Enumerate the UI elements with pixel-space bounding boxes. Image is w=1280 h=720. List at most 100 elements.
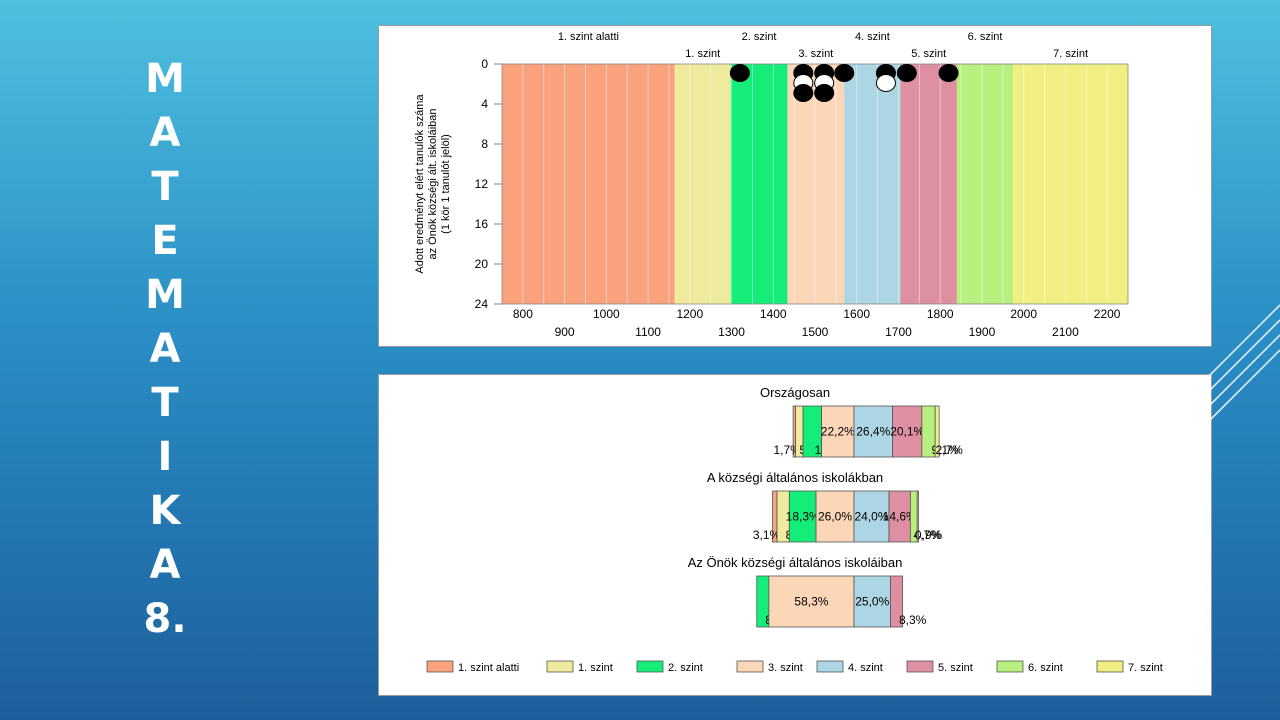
bar-segment: [788, 490, 817, 543]
student-point: [814, 84, 835, 102]
title-letter: 8.: [143, 596, 187, 642]
title-letter: T: [151, 380, 179, 426]
data-label: 20,1%: [890, 425, 924, 439]
legend-swatch: [996, 660, 1024, 673]
decorative-stripes: [1200, 304, 1280, 421]
x-tick-label: 1200: [676, 307, 703, 321]
x-tick-label: 2100: [1052, 325, 1079, 339]
y-tick-label: 16: [475, 217, 489, 231]
legend-label: 7. szint: [1128, 662, 1163, 674]
data-label: 14,6%: [883, 510, 917, 524]
data-label: 3,1%: [753, 528, 781, 542]
title-letter: I: [157, 434, 173, 480]
y-tick-label: 4: [481, 97, 488, 111]
legend-swatch: [906, 660, 934, 673]
x-tick-label: 2000: [1010, 307, 1037, 321]
student-point: [729, 64, 750, 82]
x-tick-label: 1300: [718, 325, 745, 339]
legend-swatch: [736, 660, 764, 673]
band-label: 2. szint: [742, 31, 777, 43]
level-band: [674, 64, 731, 304]
legend-label: 6. szint: [1028, 662, 1063, 674]
legend-label: 1. szint alatti: [458, 662, 519, 674]
slide-title: M A T E M A T I K A 8.: [120, 52, 210, 646]
level-band: [1013, 64, 1128, 304]
band-label: 7. szint: [1053, 48, 1088, 60]
data-label: 2,7%: [935, 443, 963, 457]
data-label: 1,7%: [773, 443, 801, 457]
x-tick-label: 2200: [1094, 307, 1121, 321]
bar-segment: [916, 490, 919, 543]
legend-swatch: [546, 660, 574, 673]
data-label: 8,3%: [899, 613, 927, 627]
series-title: Az Önök községi általános iskoláiban: [688, 555, 903, 570]
band-label: 6. szint: [968, 31, 1003, 43]
level-band: [730, 64, 788, 304]
x-tick-label: 1800: [927, 307, 954, 321]
band-label: 4. szint: [855, 31, 890, 43]
x-tick-label: 800: [513, 307, 533, 321]
x-tick-label: 1700: [885, 325, 912, 339]
title-letter: A: [149, 326, 181, 372]
title-letter: T: [151, 164, 179, 210]
band-label: 5. szint: [911, 48, 946, 60]
level-share-chart-panel: Országosan1,7%5,1%12,7%22,2%26,4%20,1%9,…: [378, 374, 1212, 696]
band-label: 1. szint alatti: [558, 31, 619, 43]
data-label: 25,0%: [855, 595, 889, 609]
level-band: [900, 64, 957, 304]
x-tick-label: 1600: [843, 307, 870, 321]
bar-segment: [768, 575, 855, 628]
legend-label: 4. szint: [848, 662, 883, 674]
level-share-chart: Országosan1,7%5,1%12,7%22,2%26,4%20,1%9,…: [426, 385, 1163, 674]
y-axis-label-line: (1 kör 1 tanulót jelöl): [440, 134, 452, 234]
student-point: [834, 64, 855, 82]
data-label: 0,9%: [915, 528, 943, 542]
y-axis-label: Adott eredményt elért tanulók száma az Ön…: [414, 94, 452, 274]
legend-label: 5. szint: [938, 662, 973, 674]
x-tick-label: 1400: [760, 307, 787, 321]
title-letter: A: [149, 110, 181, 156]
title-letter: A: [149, 542, 181, 588]
data-label: 58,3%: [794, 595, 828, 609]
y-tick-label: 0: [481, 57, 488, 71]
legend-swatch: [1096, 660, 1124, 673]
y-tick-label: 12: [475, 177, 489, 191]
data-label: 24,0%: [855, 510, 889, 524]
title-letter: M: [145, 56, 185, 102]
data-label: 26,4%: [856, 425, 890, 439]
bar-segment: [815, 490, 855, 543]
data-label: 4,7%: [914, 528, 942, 542]
x-tick-label: 1900: [969, 325, 996, 339]
data-label: 26,0%: [818, 510, 852, 524]
band-label: 3. szint: [798, 48, 833, 60]
legend-label: 3. szint: [768, 662, 803, 674]
level-band: [956, 64, 1014, 304]
legend-swatch: [636, 660, 664, 673]
y-tick-label: 20: [475, 257, 489, 271]
level-band: [502, 64, 675, 304]
data-label: 18,3%: [786, 510, 820, 524]
title-letter: M: [145, 272, 185, 318]
y-axis-label-line: az Önök községi ált. iskoláiban: [427, 108, 439, 259]
student-point: [896, 64, 917, 82]
y-tick-label: 24: [475, 297, 489, 311]
level-band: [844, 64, 901, 304]
student-distribution-chart: 1. szint alatti 1. szint 2. szint 3. szint 4…: [414, 31, 1129, 339]
x-tick-label: 1100: [635, 325, 661, 339]
series-title: A községi általános iskolákban: [707, 470, 883, 485]
y-axis-label-line: Adott eredményt elért tanulók száma: [414, 94, 426, 274]
level-band: [787, 64, 845, 304]
y-tick-label: 8: [481, 137, 488, 151]
legend-swatch: [816, 660, 844, 673]
title-letter: K: [149, 488, 181, 534]
bar-segment: [890, 575, 904, 628]
student-point: [938, 64, 959, 82]
student-point: [875, 74, 896, 92]
x-tick-label: 1500: [802, 325, 829, 339]
bar-segment: [934, 405, 940, 458]
student-point: [793, 84, 814, 102]
band-label: 1. szint: [685, 48, 720, 60]
distribution-chart-panel: 1. szint alatti 1. szint 2. szint 3. szint 4…: [378, 25, 1212, 347]
title-letter: E: [151, 218, 179, 264]
series-title: Országosan: [760, 385, 830, 400]
